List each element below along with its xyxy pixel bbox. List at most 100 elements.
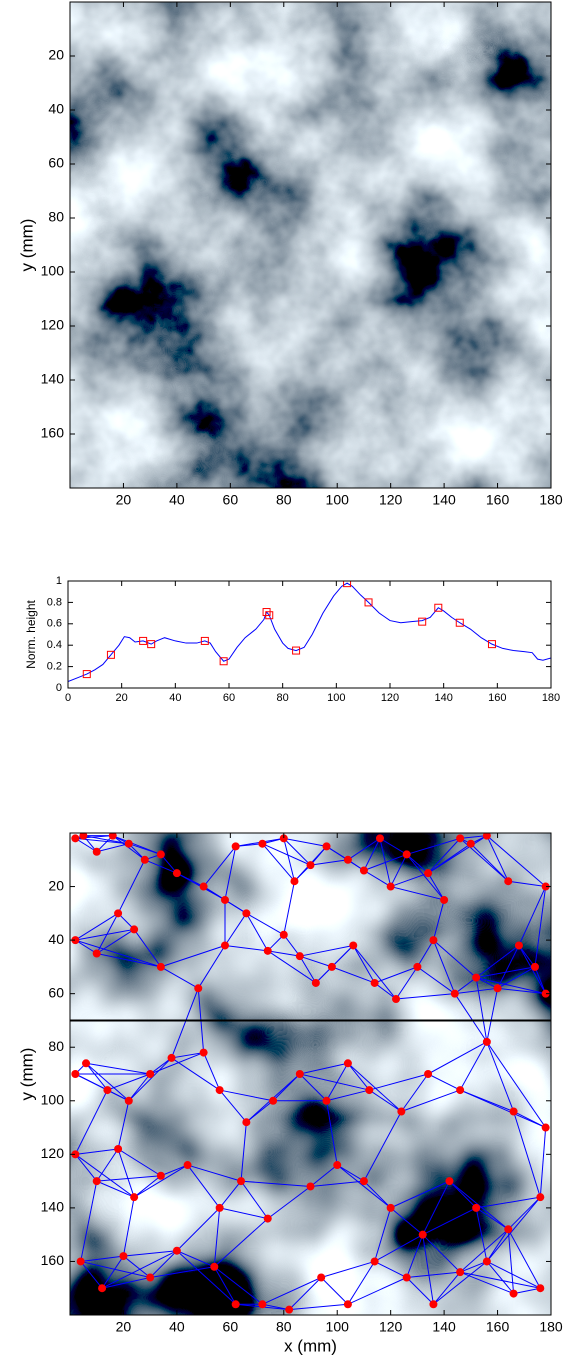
edge [374, 1260, 407, 1278]
point [119, 1252, 128, 1261]
y-tick-label: 60 [48, 155, 64, 171]
y-tick-label: 0.8 [47, 596, 62, 608]
edge [433, 1261, 488, 1305]
point [215, 1203, 224, 1212]
edge [283, 838, 295, 882]
edge [288, 1277, 322, 1310]
edge [107, 1073, 151, 1091]
point [172, 869, 181, 878]
edge [213, 1218, 269, 1268]
edge [486, 1229, 509, 1262]
edge [117, 859, 146, 914]
point [279, 834, 288, 843]
edge [406, 854, 429, 874]
marker [200, 636, 209, 645]
edge [406, 1277, 434, 1305]
y-tick-label: 100 [41, 1091, 65, 1107]
edge [459, 1089, 546, 1129]
point [386, 1203, 395, 1212]
edge [224, 899, 247, 914]
edge [486, 835, 546, 887]
edge [460, 835, 487, 839]
point [92, 847, 101, 856]
point [472, 973, 481, 982]
x-tick-label: 160 [486, 1318, 510, 1334]
edge [417, 966, 456, 995]
point [343, 1059, 352, 1068]
edge [326, 1100, 338, 1166]
edge [475, 1207, 509, 1230]
edge [224, 846, 237, 901]
point [199, 1048, 208, 1057]
y-tick-label: 80 [48, 1038, 64, 1054]
edge [262, 1277, 322, 1305]
point [343, 1300, 352, 1309]
point [456, 1086, 465, 1095]
point [450, 989, 459, 998]
edge [401, 1089, 461, 1112]
edge [422, 1234, 461, 1273]
edge [369, 1089, 402, 1112]
edge [534, 966, 547, 994]
point [258, 839, 267, 848]
point [541, 989, 550, 998]
edge [449, 1180, 477, 1209]
edge [272, 1073, 301, 1102]
plot-area [68, 581, 551, 683]
x-tick-label: 80 [277, 692, 289, 704]
x-tick-label: 180 [542, 692, 560, 704]
edge [432, 899, 445, 941]
edge [427, 1073, 461, 1091]
edge [267, 950, 300, 957]
edge [518, 945, 536, 968]
marker [82, 670, 91, 679]
edge [422, 1207, 477, 1236]
edge [149, 1057, 172, 1075]
edge [213, 1266, 237, 1305]
edge [75, 912, 119, 941]
edge [406, 1234, 424, 1278]
point [71, 834, 80, 843]
point [317, 1273, 326, 1282]
edge [75, 939, 162, 968]
edge [133, 929, 162, 968]
marker [219, 657, 228, 666]
point [71, 1150, 80, 1159]
edge [459, 1271, 514, 1295]
edge [213, 1266, 263, 1305]
point [482, 1257, 491, 1266]
edge [133, 1175, 162, 1198]
point [156, 1171, 165, 1180]
plot-area [70, 833, 551, 1315]
edge [507, 1196, 541, 1230]
edge [363, 1180, 392, 1209]
point [269, 1096, 278, 1105]
edge [176, 1207, 220, 1252]
edge [352, 945, 397, 1000]
edge [74, 1154, 98, 1182]
point [108, 833, 117, 840]
point [402, 1273, 411, 1282]
edge [75, 1153, 135, 1198]
y-tick-label: 80 [48, 209, 64, 225]
edge [347, 837, 381, 861]
edge [454, 977, 477, 995]
point [156, 962, 165, 971]
edge [390, 1207, 424, 1236]
marker [455, 618, 464, 627]
edge [96, 928, 135, 954]
y-axis-label: Norm. height [24, 599, 38, 668]
edge [96, 953, 161, 968]
point [440, 895, 449, 904]
edge [171, 988, 199, 1059]
point [349, 941, 358, 950]
x-tick-label: 20 [116, 692, 128, 704]
edge [267, 1186, 311, 1219]
edge [310, 859, 348, 866]
point [76, 1257, 85, 1266]
edge [176, 1250, 237, 1305]
edge [203, 846, 237, 887]
x-tick-label: 0 [65, 692, 71, 704]
marker [487, 640, 496, 649]
point [172, 1246, 181, 1255]
